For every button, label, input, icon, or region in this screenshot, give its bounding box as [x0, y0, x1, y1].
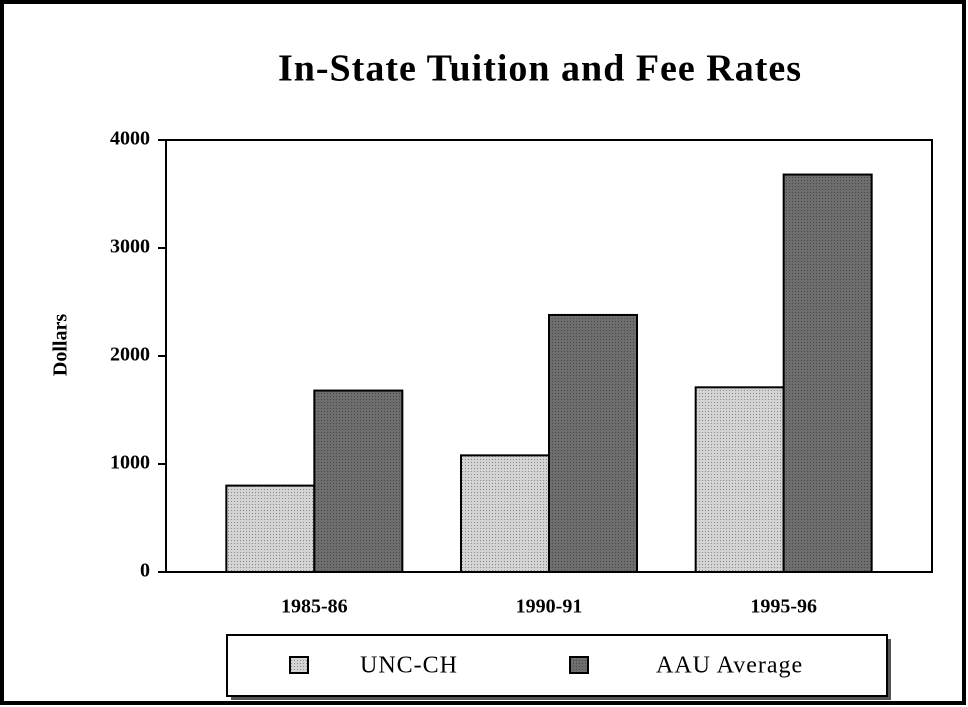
legend-box [226, 634, 888, 697]
y-tick-label: 0 [140, 560, 150, 582]
x-tick-label: 1985-86 [281, 596, 348, 618]
bar-texture [314, 390, 403, 572]
x-tick-label: 1990-91 [516, 596, 583, 618]
legend-swatch-texture [570, 657, 588, 673]
y-tick-label: 1000 [110, 452, 150, 474]
y-tick-label: 3000 [110, 236, 150, 258]
y-axis-label: Dollars [50, 314, 72, 376]
legend-swatch-texture [290, 657, 308, 673]
legend [226, 634, 891, 700]
y-tick-label: 2000 [110, 344, 150, 366]
bar-texture [461, 455, 549, 572]
chart-title: In-State Tuition and Fee Rates [278, 48, 802, 90]
x-tick-label: 1995-96 [750, 596, 817, 618]
bar-texture [783, 174, 872, 572]
bar-texture [695, 387, 784, 572]
y-tick-label: 4000 [110, 128, 150, 150]
bar-texture [549, 314, 637, 572]
bar-texture [226, 485, 315, 572]
legend-label: UNC-CH [360, 653, 458, 679]
legend-label: AAU Average [656, 653, 803, 679]
